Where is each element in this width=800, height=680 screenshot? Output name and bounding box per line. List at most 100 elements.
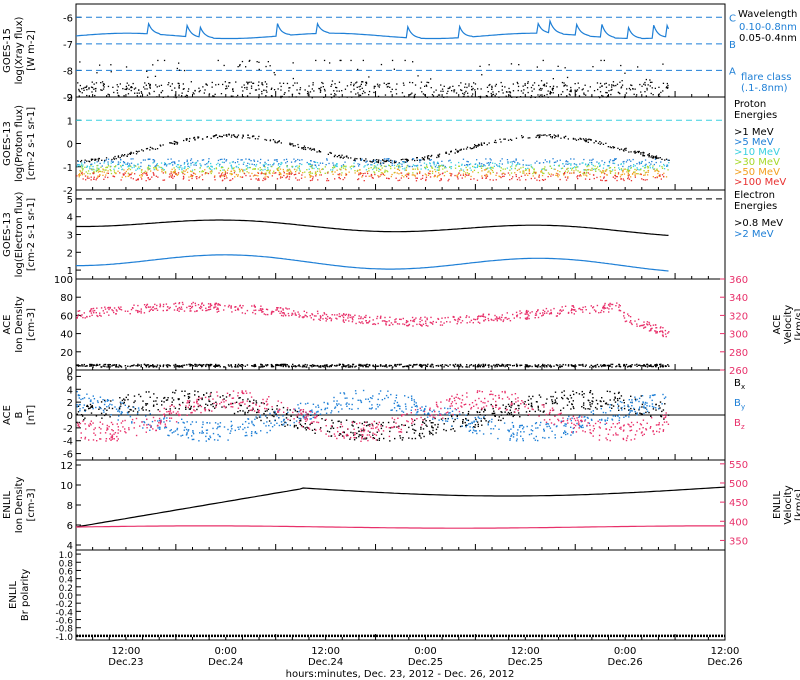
y-tick-label: 3	[67, 231, 73, 242]
y-tick-label: 80	[60, 293, 73, 304]
flare-class-label: C	[729, 13, 736, 24]
proton-series-5	[78, 168, 668, 178]
svg-text:[W m-2]: [W m-2]	[26, 30, 37, 71]
y2-tick-label: 500	[729, 479, 748, 490]
y-tick-label: -6	[63, 13, 73, 24]
y-tick-label: 0.4	[59, 576, 74, 586]
y-tick-label: -0.2	[55, 600, 73, 610]
y-tick-label: 5	[67, 195, 73, 206]
ace-velocity-series	[76, 301, 670, 338]
y-tick-label: 1	[67, 266, 73, 277]
ace-b-series-z	[77, 390, 670, 442]
svg-text:[km/s]: [km/s]	[794, 489, 800, 521]
y-tick-label: -1.0	[55, 633, 73, 643]
y-tick-label: 12	[60, 461, 73, 472]
legend-bx: B	[734, 378, 741, 389]
legend-proton: >30 MeV	[734, 157, 780, 168]
y-axis-label-1: GOES-15 log(Xray flux) [W m-2]	[2, 17, 37, 85]
y-tick-label: 6	[67, 521, 73, 532]
y-axis-label-5: ACE B [nT]	[2, 405, 37, 425]
x-tick-time: 0:00	[414, 646, 436, 657]
legend-by: B	[734, 398, 741, 409]
panel-frame-1	[75, 3, 726, 98]
legend-proton: >10 MeV	[734, 147, 780, 158]
y-tick-label: 1	[67, 116, 73, 127]
y-tick-label: 0.0	[59, 592, 74, 602]
y-tick-label: 4	[67, 385, 73, 396]
legend-title: Electron	[734, 190, 775, 201]
y2-tick-label: 360	[729, 275, 748, 286]
x-tick-date: Dec.24	[208, 657, 243, 668]
svg-text:Velocity: Velocity	[783, 485, 794, 524]
y-tick-label: 100	[54, 275, 73, 286]
enlil-velocity-series	[76, 525, 725, 529]
y-tick-label: -0.6	[55, 617, 73, 627]
proton-series-4	[79, 165, 669, 175]
y-tick-label: 10	[60, 481, 73, 492]
y-tick-label: 2	[67, 93, 73, 104]
svg-text:[cm-2 s-1 sr-1]: [cm-2 s-1 sr-1]	[26, 198, 37, 271]
svg-text:[nT]: [nT]	[26, 405, 37, 425]
legend-electron: >0.8 MeV	[734, 218, 783, 229]
x-tick-time: 0:00	[215, 646, 237, 657]
svg-text:ACE: ACE	[2, 405, 13, 425]
legend-b-sub: x	[741, 383, 745, 391]
y-axis-label-7: ENLIL Br polarity	[8, 569, 31, 621]
x-tick-date: Dec.26	[707, 657, 742, 668]
legend-title: Energies	[734, 110, 777, 121]
y2-tick-label: 400	[729, 517, 748, 528]
x-tick-date: Dec.24	[308, 657, 343, 668]
y-tick-label: -7	[63, 40, 73, 51]
svg-text:ENLIL: ENLIL	[8, 581, 19, 609]
proton-series-6	[76, 172, 665, 182]
y-tick-label: -4	[63, 437, 73, 448]
y-tick-label: -0.4	[55, 608, 73, 618]
y-tick-label: -8	[63, 66, 73, 77]
y-tick-label: 0	[67, 411, 73, 422]
electron-series-1	[76, 219, 669, 236]
y2-axis-label-6: ENLIL Velocity [km/s]	[772, 485, 800, 524]
y2-tick-label: 450	[729, 498, 748, 509]
legend-b-sub: y	[741, 403, 745, 411]
y-tick-label: 0	[67, 366, 73, 377]
legend-bz: B	[734, 418, 741, 429]
legend-title: Energies	[734, 201, 777, 212]
y-tick-label: 20	[60, 348, 73, 359]
legend-xray-long: 0.10-0.8nm	[739, 22, 797, 33]
y2-tick-label: 550	[729, 460, 748, 471]
y-tick-label: 0.2	[59, 584, 73, 594]
svg-text:Br polarity: Br polarity	[20, 569, 31, 621]
x-axis-label: hours:minutes, Dec. 23, 2012 - Dec. 26, …	[286, 669, 515, 680]
y-tick-label: 8	[67, 501, 73, 512]
flare-note: flare class	[741, 72, 791, 83]
y2-tick-label: 280	[729, 348, 748, 359]
y-axis-label-6: ENLIL Ion Density [cm-3]	[2, 477, 37, 534]
svg-text:[cm-3]: [cm-3]	[26, 488, 37, 521]
y-tick-label: 1.0	[59, 551, 74, 561]
svg-text:B: B	[14, 411, 25, 418]
x-tick-date: Dec.26	[608, 657, 643, 668]
ace-density-series	[76, 363, 670, 368]
svg-text:ENLIL: ENLIL	[2, 491, 13, 519]
y2-tick-label: 350	[729, 536, 748, 547]
x-tick-date: Dec.25	[508, 657, 543, 668]
y2-tick-label: 340	[729, 293, 748, 304]
svg-text:GOES-15: GOES-15	[2, 28, 13, 73]
legend-electron: >2 MeV	[734, 229, 774, 240]
svg-text:[cm-3]: [cm-3]	[26, 308, 37, 341]
x-tick-time: 12:00	[311, 646, 340, 657]
svg-text:Velocity: Velocity	[783, 305, 794, 344]
legend-b-sub: z	[741, 423, 745, 431]
y-tick-label: -9	[63, 93, 73, 104]
y-tick-label: 6	[67, 372, 73, 383]
y-tick-label: 40	[60, 330, 73, 341]
legend-proton: >5 MeV	[734, 137, 774, 148]
proton-series-2	[77, 158, 669, 168]
svg-text:ACE: ACE	[772, 315, 783, 335]
svg-text:ENLIL: ENLIL	[772, 491, 783, 519]
enlil-density-series	[75, 486, 726, 528]
legend-proton: >100 MeV	[734, 177, 786, 188]
ace-b-series-y	[76, 389, 667, 442]
electron-series-2	[76, 254, 669, 272]
